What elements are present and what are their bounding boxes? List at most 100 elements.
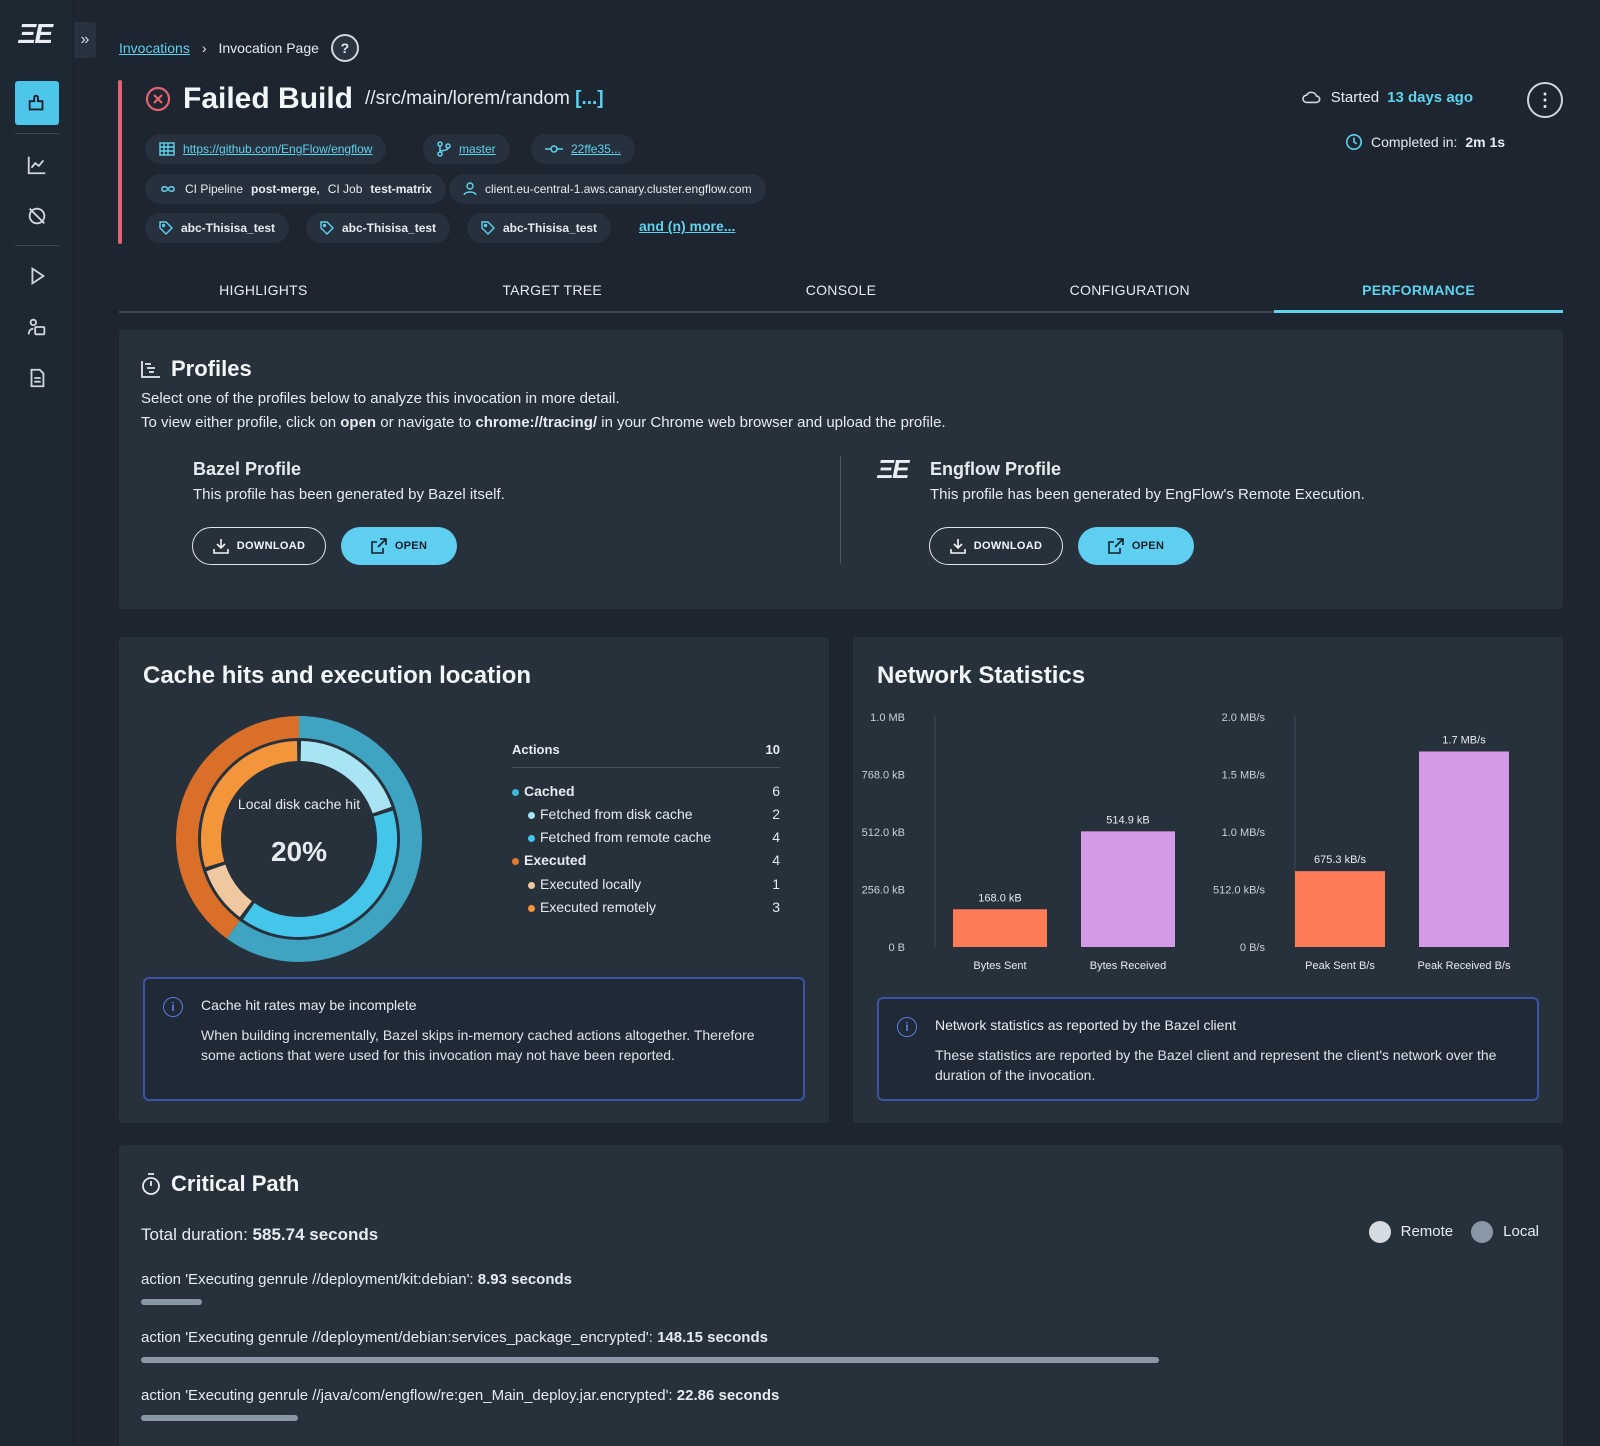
tab-performance[interactable]: PERFORMANCE [1274, 268, 1563, 313]
repo-link[interactable]: https://github.com/EngFlow/engflow [183, 142, 373, 156]
y-tick-label: 1.0 MB/s [1222, 827, 1266, 839]
git-branch-icon [437, 141, 451, 157]
network-card: Network Statistics 0 B 256.0 kB 512.0 kB 76… [853, 637, 1563, 1123]
infinity-icon [159, 184, 177, 194]
repo-chip[interactable]: https://github.com/EngFlow/engflow [145, 134, 387, 164]
total-duration: Total duration: 585.74 seconds [141, 1225, 379, 1244]
reports-nav-button[interactable] [15, 356, 59, 400]
tab-configuration[interactable]: CONFIGURATION [1069, 282, 1190, 298]
cache-legend-row: Executed 4 [512, 852, 780, 868]
tab-highlights[interactable]: HIGHLIGHTS [219, 282, 308, 298]
legend-value: 3 [772, 899, 780, 915]
outer-slice-cached [226, 716, 422, 962]
y-tick-label: 512.0 kB/s [1213, 885, 1265, 897]
ci-pipeline-value: post-merge, [251, 182, 320, 196]
legend-dot [512, 788, 519, 796]
inner-ring [201, 741, 397, 937]
play-icon [26, 265, 48, 287]
flaky-nav-button[interactable] [15, 194, 59, 238]
error-circle-icon [145, 86, 171, 112]
bazel-open-button[interactable]: OPEN [341, 527, 457, 565]
x-category-label: Bytes Sent [973, 960, 1026, 972]
critical-path-bar[interactable] [141, 1299, 203, 1305]
x-category-label: Bytes Received [1090, 960, 1166, 972]
cache-legend-row: Fetched from disk cache 2 [512, 806, 780, 822]
remote-swatch [1368, 1221, 1391, 1243]
tag-chip[interactable]: abc-Thisisa_test [306, 213, 451, 243]
tag-chip[interactable]: abc-Thisisa_test [145, 213, 290, 243]
bazel-download-button[interactable]: DOWNLOAD [192, 527, 326, 565]
engflow-open-button[interactable]: OPEN [1078, 527, 1194, 565]
page-title: Failed Build [183, 82, 354, 115]
profiles-instructions: To view either profile, click on open or… [141, 414, 946, 431]
cache-card: Cache hits and execution location Local … [119, 637, 829, 1123]
failure-indicator-bar [118, 80, 122, 244]
network-info-body: These statistics are reported by the Baz… [935, 1047, 1497, 1083]
network-title: Network Statistics [877, 662, 1086, 689]
more-tags-link[interactable]: and (n) more... [639, 218, 736, 234]
tag-chip[interactable]: abc-Thisisa_test [467, 213, 612, 243]
git-commit-icon [545, 144, 563, 154]
tag-icon [159, 221, 173, 235]
expand-sidebar-button[interactable]: » [74, 22, 96, 58]
info-icon: i [163, 997, 183, 1017]
critical-path-bar[interactable] [141, 1415, 299, 1421]
cache-donut-chart [176, 716, 422, 962]
cache-legend-row: Fetched from remote cache 4 [512, 829, 780, 845]
run-nav-button[interactable] [15, 254, 59, 298]
y-tick-label: 256.0 kB [862, 885, 905, 897]
legend-value: 1 [772, 876, 780, 892]
bar-data-label: 168.0 kB [978, 892, 1021, 904]
trends-nav-button[interactable] [15, 143, 59, 187]
cache-title: Cache hits and execution location [143, 662, 532, 689]
download-icon [949, 538, 966, 554]
branch-link[interactable]: master [459, 142, 496, 156]
legend-dot [528, 834, 535, 842]
legend-value: 2 [772, 806, 780, 822]
outer-slice-executed [176, 716, 300, 939]
y-tick-label: 1.0 MB [870, 712, 905, 724]
breadcrumb-invocations-link[interactable]: Invocations [119, 40, 190, 56]
breadcrumb: Invocations › Invocation Page ? [119, 34, 359, 62]
legend-label: Fetched from remote cache [540, 829, 712, 845]
legend-label: Cached [524, 783, 575, 799]
commit-chip[interactable]: 22ffe35... [531, 134, 635, 164]
critical-path-action: action 'Executing genrule //java/com/eng… [141, 1387, 780, 1404]
profiles-heading: Profiles [141, 356, 252, 382]
engflow-download-button[interactable]: DOWNLOAD [929, 527, 1063, 565]
commit-link[interactable]: 22ffe35... [571, 142, 621, 156]
more-options-button[interactable]: ⋮ [1527, 82, 1563, 118]
cluster-icon [26, 316, 48, 338]
critical-path-action: action 'Executing genrule //deployment/d… [141, 1329, 768, 1346]
help-icon[interactable]: ? [330, 34, 359, 62]
profiles-title: Profiles [171, 356, 252, 381]
ci-job-value: test-matrix [370, 182, 432, 196]
path-expand-link[interactable]: [...] [575, 88, 604, 109]
cluster-nav-button[interactable] [15, 305, 59, 349]
no-target-icon [26, 205, 48, 227]
y-tick-label: 768.0 kB [862, 770, 905, 782]
tab-bar: HIGHLIGHTS TARGET TREE CONSOLE CONFIGURA… [119, 268, 1563, 313]
engflow-profile-logo: ΞE [877, 454, 909, 484]
branch-chip[interactable]: master [423, 134, 510, 164]
inner-slice-1 [243, 810, 397, 937]
tab-console[interactable]: CONSOLE [805, 282, 877, 298]
cache-info-body: When building incrementally, Bazel skips… [201, 1027, 755, 1063]
build-title-row: Failed Build //src/main/lorem/random [..… [145, 82, 604, 116]
document-icon [26, 367, 48, 389]
y-tick-label: 0 B/s [1240, 942, 1266, 954]
tab-target-tree[interactable]: TARGET TREE [502, 282, 603, 298]
critical-path-bar[interactable] [141, 1357, 1159, 1363]
started-label: Started [1330, 88, 1380, 106]
line-chart-icon [26, 154, 48, 176]
user-icon [463, 182, 477, 196]
completed-value: 2m 1s [1465, 134, 1506, 150]
engflow-logo[interactable]: ΞE [18, 18, 53, 49]
timeline-icon [141, 360, 161, 378]
cache-legend-row: Executed remotely 3 [512, 899, 780, 915]
legend-local: Local [1471, 1221, 1539, 1243]
started-info: Started 13 days ago [1301, 88, 1473, 106]
build-path: //src/main/lorem/random [...] [365, 88, 604, 109]
invocations-nav-button[interactable] [15, 81, 59, 125]
critical-path-title: Critical Path [171, 1171, 300, 1196]
